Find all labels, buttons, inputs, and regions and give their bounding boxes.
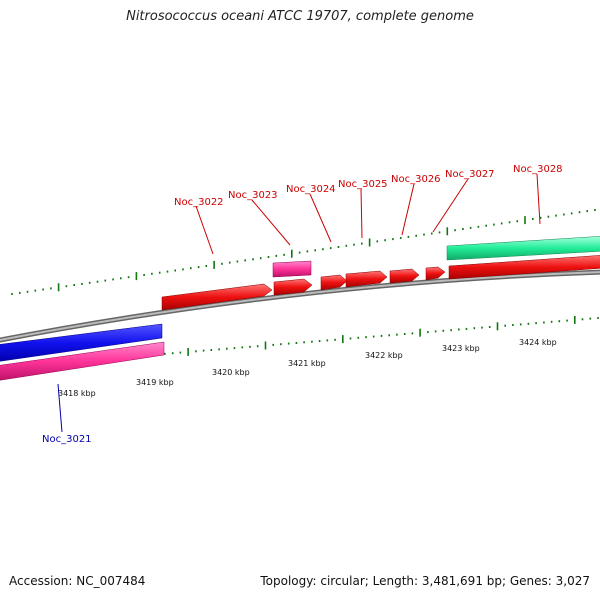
scale-label-3418: 3418 kbp (58, 389, 96, 398)
gene-arrow-noc-3027 (425, 266, 446, 281)
scale-label-3419: 3419 kbp (136, 378, 174, 387)
gene-label-noc-3022[interactable]: Noc_3022 (174, 197, 224, 208)
gene-block-green (446, 236, 600, 261)
gene-arrow-noc-3026 (389, 268, 420, 284)
gene-block-blue (0, 323, 163, 362)
gene-block-pink-upper (272, 260, 312, 278)
scale-label-3422: 3422 kbp (365, 351, 403, 360)
gene-arrow-noc-3022 (161, 283, 273, 311)
upper-tick-track (11, 209, 596, 295)
gene-label-noc-3028[interactable]: Noc_3028 (513, 164, 563, 175)
scale-label-3424: 3424 kbp (519, 338, 557, 347)
genome-summary-text: Topology: circular; Length: 3,481,691 bp… (260, 574, 590, 588)
gene-label-noc-3025[interactable]: Noc_3025 (338, 179, 388, 190)
gene-arrow-noc-3023 (273, 278, 313, 296)
scale-label-3420: 3420 kbp (212, 368, 250, 377)
gene-label-noc-3024[interactable]: Noc_3024 (286, 184, 336, 195)
map-title: Nitrosococcus oceani ATCC 19707, complet… (126, 9, 474, 24)
gene-label-noc-3023[interactable]: Noc_3023 (228, 190, 278, 201)
gene-block-noc-3028 (448, 255, 600, 280)
gene-label-leader-noc-3021 (57, 383, 63, 433)
gene-arrow-noc-3024 (320, 274, 348, 291)
gene-label-noc-3027[interactable]: Noc_3027 (445, 169, 495, 180)
gene-arrow-noc-3025 (345, 270, 388, 288)
gene-label-noc-3026[interactable]: Noc_3026 (391, 174, 441, 185)
gene-label-leaders (195, 173, 541, 255)
accession-text: Accession: NC_007484 (9, 574, 146, 588)
gene-label-noc-3021[interactable]: Noc_3021 (42, 434, 92, 445)
scale-label-3423: 3423 kbp (442, 344, 480, 353)
scale-label-3421: 3421 kbp (288, 359, 326, 368)
gene-block-pink-lower (0, 341, 165, 381)
